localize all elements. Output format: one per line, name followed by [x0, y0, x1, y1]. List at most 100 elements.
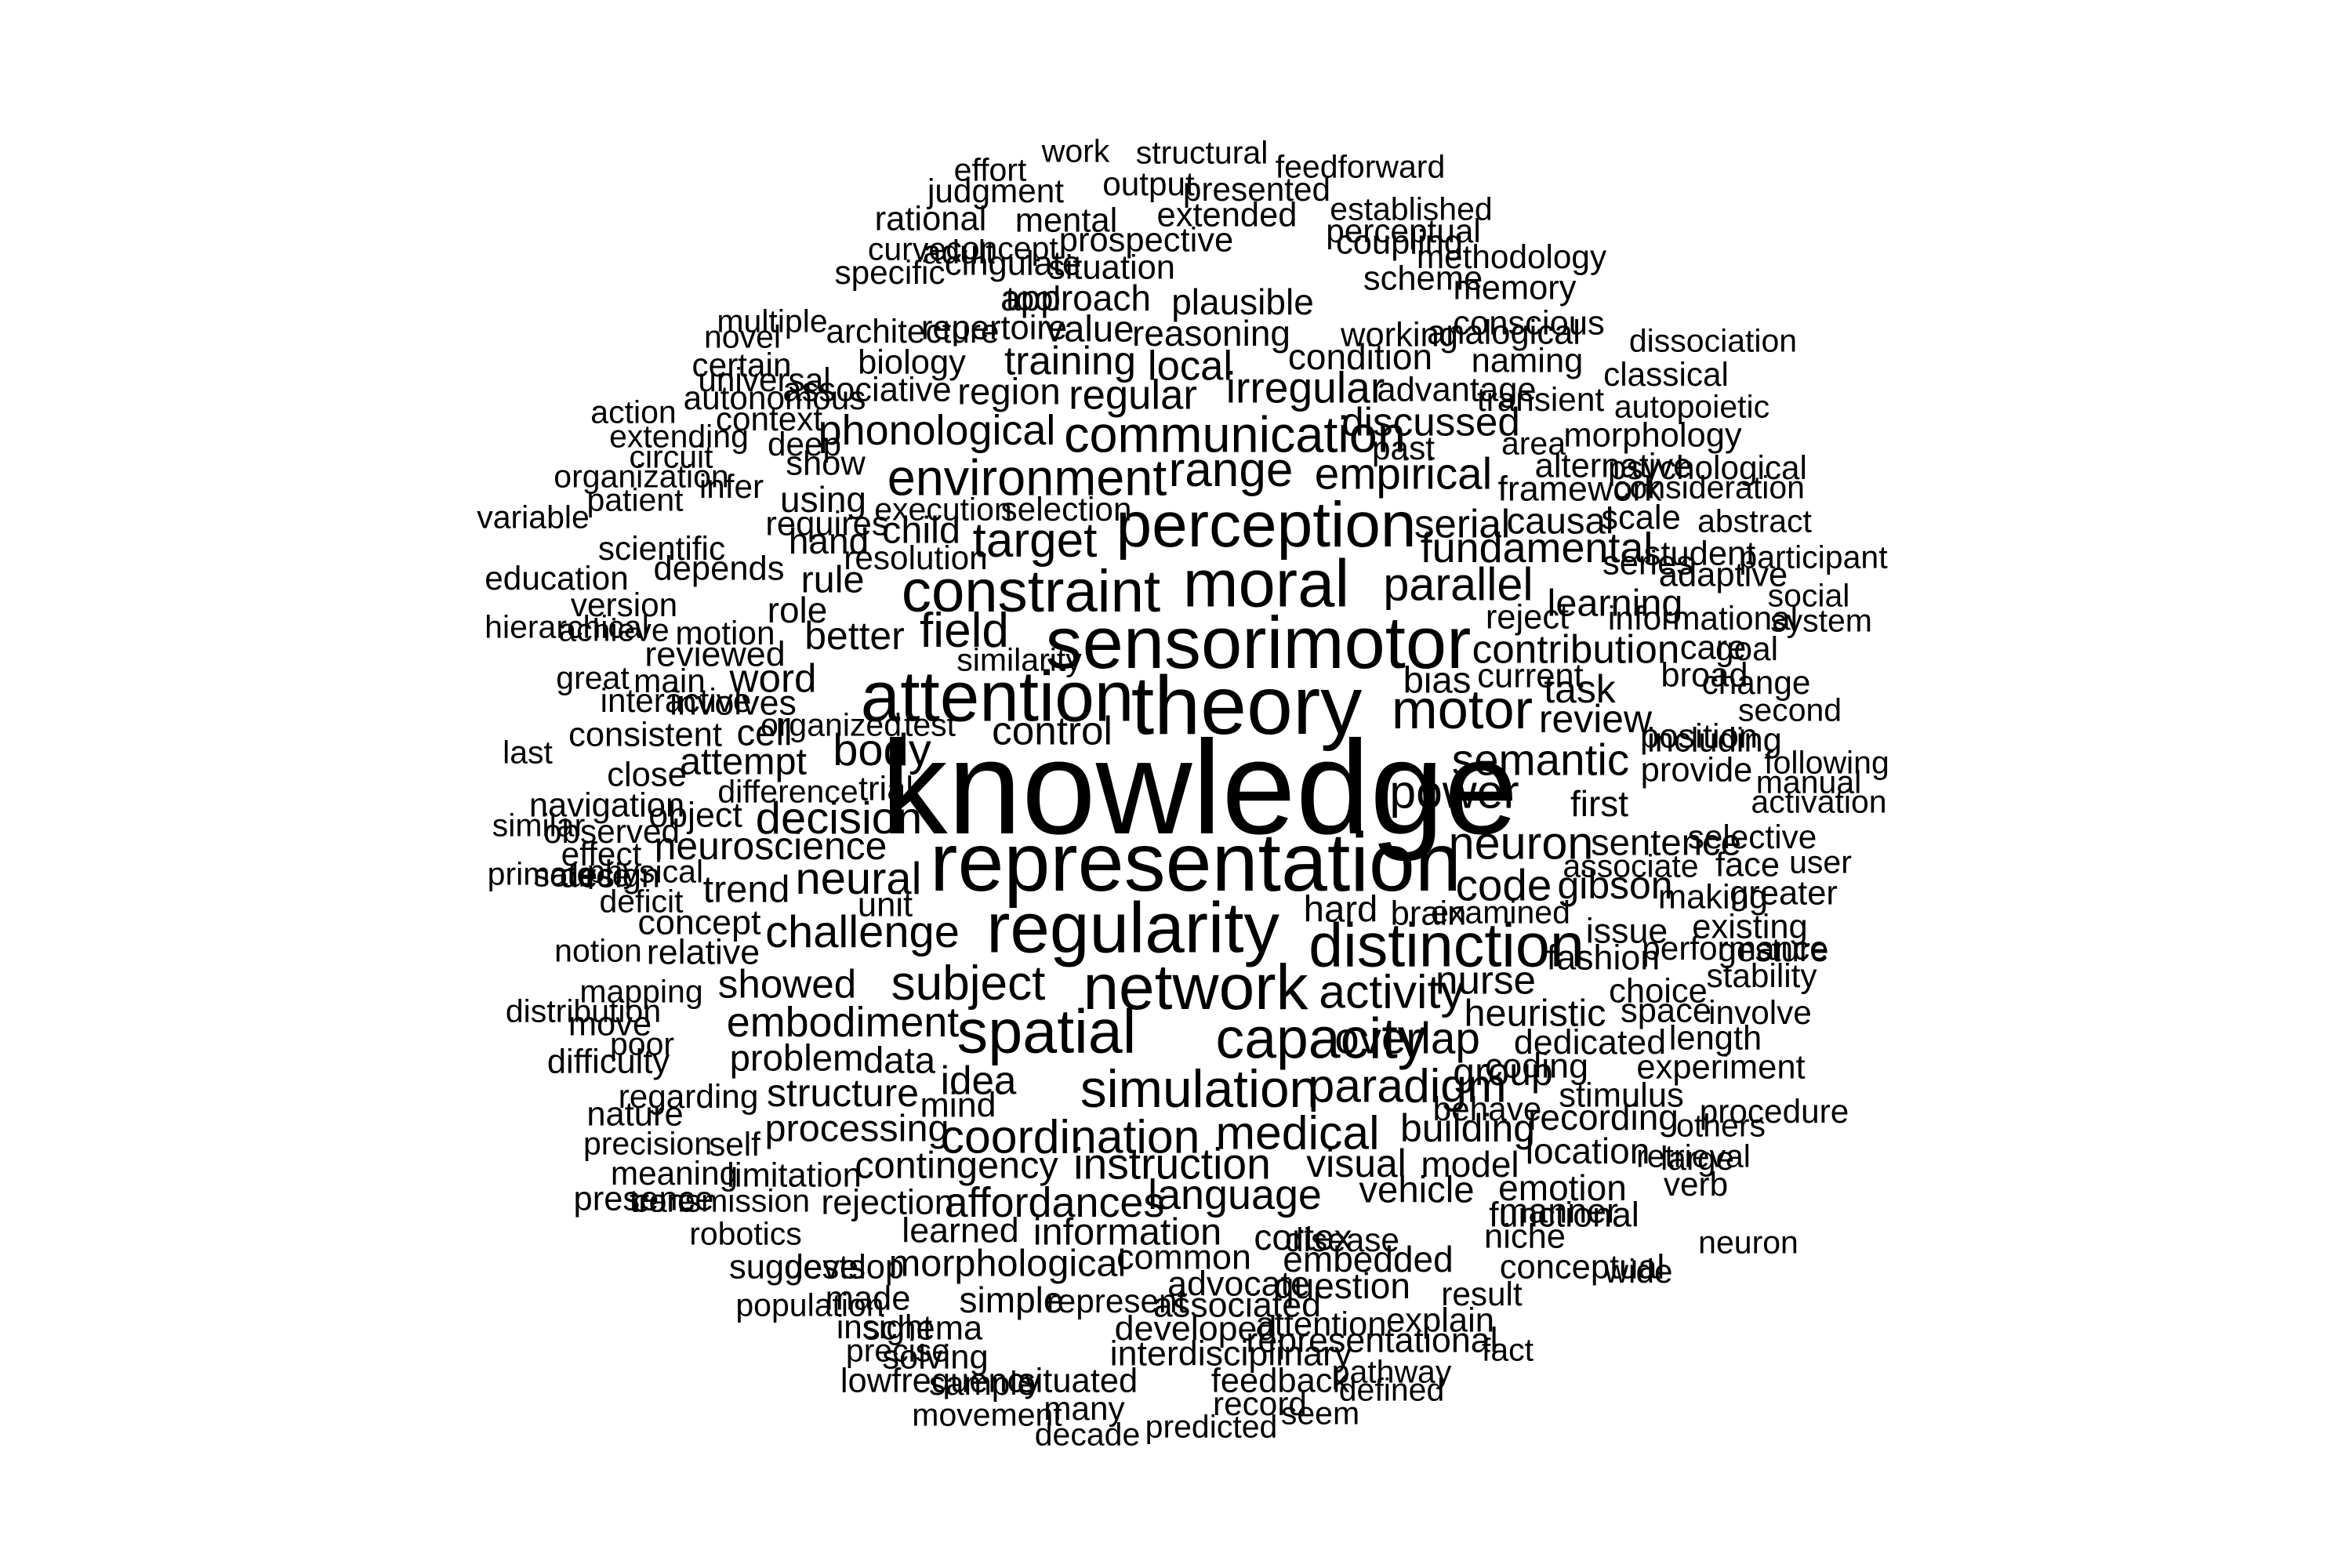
cloud-word: design	[559, 857, 661, 895]
cloud-word: activity	[1319, 964, 1465, 1018]
cloud-word: framework	[1497, 469, 1662, 509]
cloud-word: theory	[1131, 659, 1363, 752]
cloud-word: test	[903, 706, 956, 743]
cloud-word: education	[485, 559, 629, 597]
cloud-word: transmission	[629, 1182, 811, 1219]
cloud-word: network	[1083, 952, 1308, 1023]
cloud-word: classical	[1603, 355, 1729, 393]
cloud-word: others	[1676, 1107, 1766, 1144]
cloud-word: second	[1737, 691, 1842, 728]
cloud-word: paradigm	[1308, 1058, 1507, 1112]
cloud-word: embodiment	[726, 999, 960, 1047]
cloud-word: provide	[1640, 751, 1753, 789]
cloud-word: observed	[543, 812, 680, 850]
cloud-word: analogical	[1427, 314, 1581, 352]
cloud-word: adult	[923, 233, 995, 270]
cloud-word: involve	[1708, 993, 1812, 1031]
cloud-word: disease	[1285, 1221, 1399, 1258]
cloud-word: structure	[766, 1071, 920, 1116]
cloud-word: conscious	[1453, 304, 1605, 343]
cloud-word: gesture	[1718, 931, 1829, 968]
cloud-word: contingency	[855, 1144, 1058, 1187]
cloud-word: including	[1647, 721, 1782, 760]
cloud-word: attempt	[679, 740, 808, 783]
cloud-word: autopoietic	[1613, 388, 1770, 425]
cloud-word: dedicated	[1513, 1022, 1667, 1062]
cloud-word: procedure	[1699, 1092, 1849, 1130]
cloud-word: mind	[920, 1085, 996, 1125]
cloud-word: decision	[755, 793, 923, 844]
cloud-word: sentence	[1591, 822, 1741, 864]
cloud-word: execution	[874, 491, 1012, 528]
cloud-word: environment	[887, 448, 1167, 506]
cloud-word: naming	[1471, 342, 1584, 380]
cloud-word: regularity	[986, 888, 1279, 968]
cloud-word: autonomous	[683, 379, 866, 416]
cloud-word: simple	[959, 1279, 1064, 1320]
cloud-word: deep	[767, 425, 842, 463]
cloud-word: embedded	[1283, 1239, 1454, 1279]
cloud-word: body	[833, 725, 931, 776]
cloud-word: greater	[1730, 874, 1838, 913]
cloud-word: prospective	[1058, 221, 1234, 260]
cloud-word: existing	[1692, 908, 1808, 946]
cloud-word: stimulus	[1559, 1076, 1684, 1115]
cloud-word: reasoning	[1131, 313, 1291, 354]
cloud-word: review	[1538, 697, 1653, 742]
cloud-word: irregular	[1225, 363, 1385, 412]
cloud-word: show	[786, 445, 866, 483]
cloud-word: current	[1477, 657, 1584, 695]
cloud-word: coordination	[940, 1109, 1200, 1163]
cloud-word: data	[862, 1040, 936, 1082]
cloud-word: using	[780, 479, 866, 520]
cloud-word: attention	[860, 657, 1134, 737]
cloud-word: result	[1441, 1275, 1523, 1312]
cloud-word: solving	[882, 1338, 989, 1377]
cloud-word: power	[1389, 764, 1519, 818]
cloud-word: nurse	[1435, 957, 1537, 1003]
cloud-word: learned	[902, 1210, 1019, 1250]
cloud-word: relative	[646, 932, 760, 972]
cloud-word: sensorimotor	[1045, 601, 1472, 684]
cloud-word: schema	[862, 1309, 983, 1348]
cloud-word: coupling	[1335, 223, 1464, 262]
cloud-word: developed	[1114, 1308, 1277, 1348]
cloud-word: performance	[1642, 929, 1828, 967]
cloud-word: choice	[1609, 972, 1708, 1011]
cloud-word: close	[607, 756, 687, 794]
cloud-word: simulation	[1080, 1060, 1319, 1120]
cloud-word: distribution	[505, 993, 662, 1029]
cloud-word: output	[1102, 165, 1195, 202]
cloud-word: predicted	[1145, 1408, 1278, 1445]
cloud-word: building	[1400, 1106, 1535, 1151]
cloud-word: field	[920, 603, 1009, 658]
cloud-word: parallel	[1383, 557, 1534, 611]
cloud-word: source	[533, 857, 630, 894]
cloud-word: approach	[1000, 278, 1151, 318]
cloud-word: series	[1602, 544, 1694, 583]
cloud-word: infer	[699, 467, 764, 505]
cloud-word: scheme	[1363, 260, 1483, 298]
cloud-word: region	[957, 371, 1061, 413]
cloud-word: representational	[1246, 1320, 1498, 1360]
cloud-word: cingulate	[944, 245, 1082, 283]
cloud-word: regular	[1069, 372, 1197, 419]
cloud-word: problem	[729, 1037, 864, 1080]
cloud-word: care	[1679, 629, 1747, 667]
cloud-word: action	[590, 394, 677, 430]
cloud-word: visual	[1306, 1142, 1406, 1186]
cloud-word: many	[1044, 1389, 1125, 1427]
cloud-word: brain	[1390, 895, 1467, 933]
cloud-word: semantic	[1451, 735, 1630, 785]
cloud-word: methodology	[1416, 238, 1607, 275]
cloud-word: scale	[1601, 499, 1681, 537]
cloud-word: decade	[1034, 1416, 1141, 1453]
cloud-word: functional	[1489, 1195, 1639, 1235]
cloud-word: represent	[1046, 1282, 1187, 1319]
cloud-word: move	[568, 1005, 652, 1044]
cloud-word: effort	[953, 151, 1027, 188]
cloud-word: system	[1770, 602, 1872, 639]
cloud-word: limitation	[727, 1156, 862, 1195]
cloud-word: condition	[1287, 336, 1433, 377]
cloud-word: user	[1789, 844, 1852, 880]
